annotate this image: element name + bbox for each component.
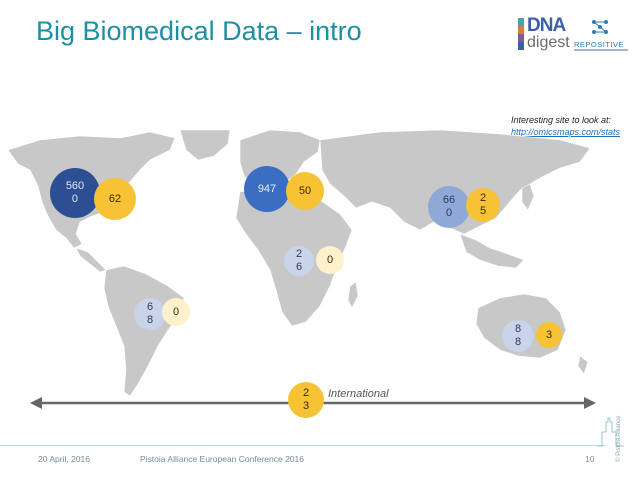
repositive-network-icon	[592, 20, 608, 34]
europe-other-value: 50	[298, 184, 312, 197]
info-note-text: Interesting site to look at:	[511, 115, 612, 125]
australia-sequencers-value: 8 8	[514, 323, 522, 348]
dna-digest-logo: DNA digest	[518, 15, 570, 52]
footer-conference: Pistoia Alliance European Conference 201…	[140, 454, 304, 464]
new-zealand-shape	[577, 355, 589, 375]
australia-other-value: 3	[545, 328, 553, 341]
dna-logo-bar-orange	[518, 26, 524, 34]
australia-sequencers-circle: 8 8	[502, 320, 534, 352]
north-america-other-value: 62	[108, 192, 122, 205]
pistoia-castle-icon	[598, 417, 624, 447]
africa-sequencers-circle: 2 6	[284, 246, 314, 276]
footer-date: 20 April, 2016	[38, 454, 90, 464]
international-value: 2 3	[302, 387, 310, 412]
africa-sequencers-value: 2 6	[295, 248, 303, 273]
info-note: Interesting site to look at: http://omic…	[511, 114, 620, 138]
europe-sequencers-value: 947	[257, 182, 277, 195]
australia-other-circle: 3	[536, 322, 562, 348]
africa-other-circle: 0	[316, 246, 344, 274]
repositive-logo: REPOSITIVE	[574, 18, 628, 56]
north-america-sequencers-value: 560 0	[65, 180, 85, 205]
south-america-shape	[103, 265, 185, 397]
europe-sequencers-circle: 947	[244, 166, 290, 212]
north-america-sequencers-circle: 560 0	[50, 168, 100, 218]
europe-other-circle: 50	[286, 172, 324, 210]
southeast-asia-shape	[459, 233, 525, 269]
japan-shape	[521, 183, 535, 211]
south-america-sequencers-value: 6 8	[146, 301, 154, 326]
north-america-other-circle: 62	[94, 178, 136, 220]
south-america-other-value: 0	[172, 305, 180, 318]
dna-logo-bar-teal	[518, 18, 524, 26]
dna-logo-bar-blue	[518, 42, 524, 50]
repositive-logo-text: REPOSITIVE	[574, 40, 625, 49]
africa-other-value: 0	[326, 253, 334, 266]
asia-sequencers-value: 66 0	[442, 194, 456, 219]
copyright-text: © Pistoia Alliance	[616, 415, 622, 462]
greenland-shape	[179, 130, 231, 161]
asia-other-circle: 2 5	[466, 188, 500, 222]
footer-page-number: 10	[585, 454, 595, 464]
slide-title: Big Biomedical Data – intro	[36, 16, 362, 46]
madagascar-shape	[347, 281, 359, 309]
digest-logo-text: digest	[527, 34, 570, 51]
dna-logo-text: DNA	[527, 15, 566, 36]
international-circle: 2 3	[288, 382, 324, 418]
dna-logo-bar-purple	[518, 34, 524, 42]
asia-sequencers-circle: 66 0	[428, 186, 470, 228]
asia-shape	[319, 130, 591, 235]
footer-divider	[0, 445, 605, 446]
south-america-sequencers-circle: 6 8	[134, 298, 166, 330]
repositive-underline	[574, 49, 628, 51]
omicsmaps-link[interactable]: http://omicsmaps.com/stats	[511, 127, 621, 137]
south-america-other-circle: 0	[162, 298, 190, 326]
asia-other-value: 2 5	[479, 192, 487, 217]
central-america-shape	[75, 247, 107, 273]
international-label: International	[328, 388, 389, 400]
